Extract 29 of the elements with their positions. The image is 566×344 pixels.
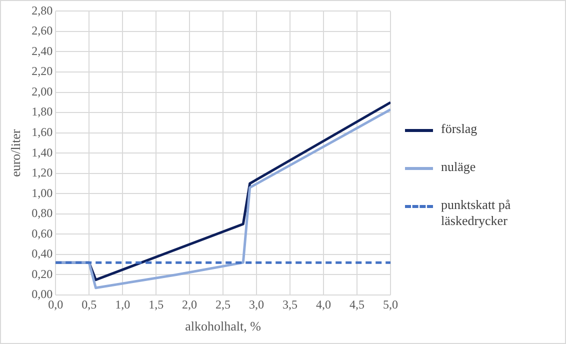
y-tick-label: 1,80: [32, 104, 53, 119]
x-tick-label: 4,0: [316, 297, 332, 312]
x-tick-label: 1,5: [148, 297, 164, 312]
y-tick-label: 1,20: [32, 166, 53, 180]
y-tick-label: 2,60: [32, 24, 53, 38]
y-tick-label: 2,80: [32, 3, 53, 18]
y-tick-label: 1,40: [32, 145, 53, 160]
x-tick-label: 2,5: [216, 297, 231, 312]
y-tick-label: 0,60: [32, 226, 53, 240]
y-axis-title: euro/liter: [8, 128, 24, 177]
y-tick-label: 1,00: [32, 186, 53, 200]
y-tick-label: 2,20: [32, 64, 53, 78]
x-tick-label: 0,5: [82, 297, 97, 312]
y-tick-label: 2,00: [32, 84, 53, 98]
x-tick-label: 3,5: [282, 297, 298, 312]
legend-label: nuläge: [441, 159, 476, 175]
legend-label: förslag: [441, 121, 478, 137]
x-axis-title: alkoholhalt, %: [185, 318, 262, 334]
x-tick-label: 1,0: [115, 297, 130, 312]
y-tick-label: 0,20: [32, 266, 53, 281]
y-tick-label: 0,80: [32, 206, 53, 220]
legend-label: punktskatt på läskedrycker: [441, 197, 512, 229]
x-tick-label: 3,0: [249, 297, 264, 312]
x-tick-label: 2,0: [182, 297, 198, 312]
y-tick-label: 1,60: [32, 124, 53, 139]
x-tick-label: 5,0: [383, 297, 398, 312]
x-tick-label: 4,5: [350, 297, 365, 312]
y-tick-label: 0,40: [32, 246, 53, 261]
y-tick-label: 2,40: [32, 44, 53, 58]
